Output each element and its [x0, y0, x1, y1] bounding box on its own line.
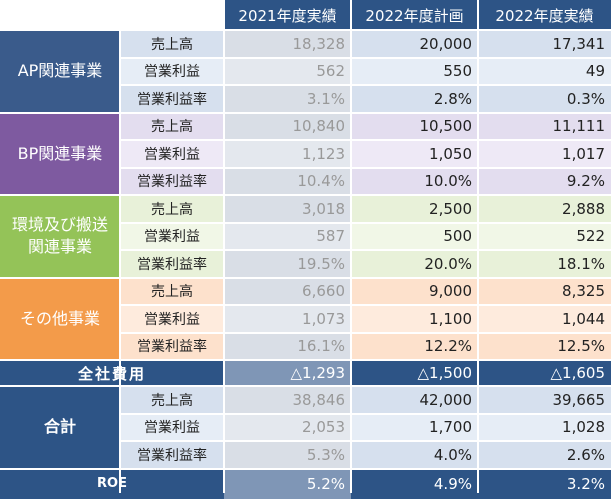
row-divider	[120, 221, 611, 224]
value-cell: 1,100	[351, 305, 478, 333]
value-cell: 12.2%	[351, 332, 478, 360]
row-divider	[0, 111, 611, 114]
value-cell: 38,846	[224, 386, 351, 414]
row-divider	[120, 249, 611, 251]
value-cell: 550	[351, 57, 478, 85]
row-divider	[120, 304, 611, 306]
row-divider	[120, 412, 611, 415]
value-cell: 3.1%	[224, 85, 351, 113]
value-cell: 18,328	[224, 30, 351, 58]
metric-label: 営業利益率	[120, 441, 224, 469]
roe-value: 3.2%	[478, 468, 611, 499]
value-cell: 9,000	[351, 277, 478, 305]
value-cell: 19.5%	[224, 250, 351, 278]
metric-label: 売上高	[120, 277, 224, 305]
row-divider	[120, 84, 611, 86]
value-cell: 18.1%	[478, 250, 611, 278]
roe-value: 4.9%	[351, 468, 478, 499]
row-divider	[120, 56, 611, 59]
segment-label: 環境及び搬送 関連事業	[0, 195, 120, 278]
value-cell: 8,325	[478, 277, 611, 305]
column-header: 2022年度実績	[478, 0, 611, 30]
row-divider	[120, 139, 611, 141]
value-cell: 42,000	[351, 386, 478, 414]
value-cell: 39,665	[478, 386, 611, 414]
metric-label: 売上高	[120, 386, 224, 414]
corporate-costs-value: △1,293	[224, 360, 351, 386]
corporate-costs-value: △1,605	[478, 360, 611, 386]
value-cell: 10,840	[224, 112, 351, 140]
value-cell: 500	[351, 222, 478, 250]
roe-value: 5.2%	[224, 468, 351, 499]
column-divider	[350, 0, 352, 493]
metric-label: 売上高	[120, 195, 224, 223]
value-cell: 2,888	[478, 195, 611, 223]
metric-label: 営業利益率	[120, 85, 224, 113]
value-cell: 522	[478, 222, 611, 250]
value-cell: 1,028	[478, 413, 611, 441]
value-cell: 2,053	[224, 413, 351, 441]
value-cell: 1,700	[351, 413, 478, 441]
row-divider	[120, 440, 611, 442]
metric-label: 売上高	[120, 112, 224, 140]
row-divider	[0, 29, 611, 31]
value-cell: 1,017	[478, 140, 611, 168]
value-cell: 16.1%	[224, 332, 351, 360]
value-cell: 1,044	[478, 305, 611, 333]
metric-label: 営業利益率	[120, 167, 224, 195]
roe-label: ROE	[0, 468, 224, 499]
value-cell: 0.3%	[478, 85, 611, 113]
value-cell: 49	[478, 57, 611, 85]
metric-label: 営業利益率	[120, 250, 224, 278]
row-divider	[0, 359, 611, 361]
value-cell: 1,123	[224, 140, 351, 168]
value-cell: 10.4%	[224, 167, 351, 195]
column-divider	[223, 0, 225, 493]
value-cell: 6,660	[224, 277, 351, 305]
corporate-costs-value: △1,500	[351, 360, 478, 386]
value-cell: 562	[224, 57, 351, 85]
value-cell: 1,050	[351, 140, 478, 168]
corporate-costs-label: 全社費用	[0, 360, 224, 386]
value-cell: 10,500	[351, 112, 478, 140]
value-cell: 2,500	[351, 195, 478, 223]
column-divider	[119, 0, 121, 493]
metric-label: 営業利益	[120, 140, 224, 168]
metric-label: 営業利益	[120, 413, 224, 441]
metric-label: 営業利益	[120, 57, 224, 85]
segment-label: BP関連事業	[0, 112, 120, 195]
value-cell: 20,000	[351, 30, 478, 58]
row-divider	[0, 194, 611, 196]
row-divider	[0, 385, 611, 387]
metric-label: 営業利益	[120, 222, 224, 250]
row-divider	[120, 331, 611, 334]
value-cell: 5.3%	[224, 441, 351, 469]
segment-label: その他事業	[0, 277, 120, 360]
column-header: 2021年度実績	[224, 0, 351, 30]
value-cell: 9.2%	[478, 167, 611, 195]
value-cell: 12.5%	[478, 332, 611, 360]
metric-label: 営業利益	[120, 305, 224, 333]
metric-label: 営業利益率	[120, 332, 224, 360]
value-cell: 1,073	[224, 305, 351, 333]
value-cell: 587	[224, 222, 351, 250]
value-cell: 11,111	[478, 112, 611, 140]
column-divider	[477, 0, 479, 493]
value-cell: 20.0%	[351, 250, 478, 278]
value-cell: 4.0%	[351, 441, 478, 469]
value-cell: 2.6%	[478, 441, 611, 469]
row-divider	[120, 166, 611, 169]
value-cell: 3,018	[224, 195, 351, 223]
segment-label: AP関連事業	[0, 30, 120, 113]
row-divider	[0, 467, 611, 470]
header-blank	[0, 0, 224, 30]
value-cell: 17,341	[478, 30, 611, 58]
row-divider	[0, 276, 611, 279]
total-label: 合計	[0, 386, 120, 469]
metric-label: 売上高	[120, 30, 224, 58]
value-cell: 10.0%	[351, 167, 478, 195]
value-cell: 2.8%	[351, 85, 478, 113]
column-header: 2022年度計画	[351, 0, 478, 30]
